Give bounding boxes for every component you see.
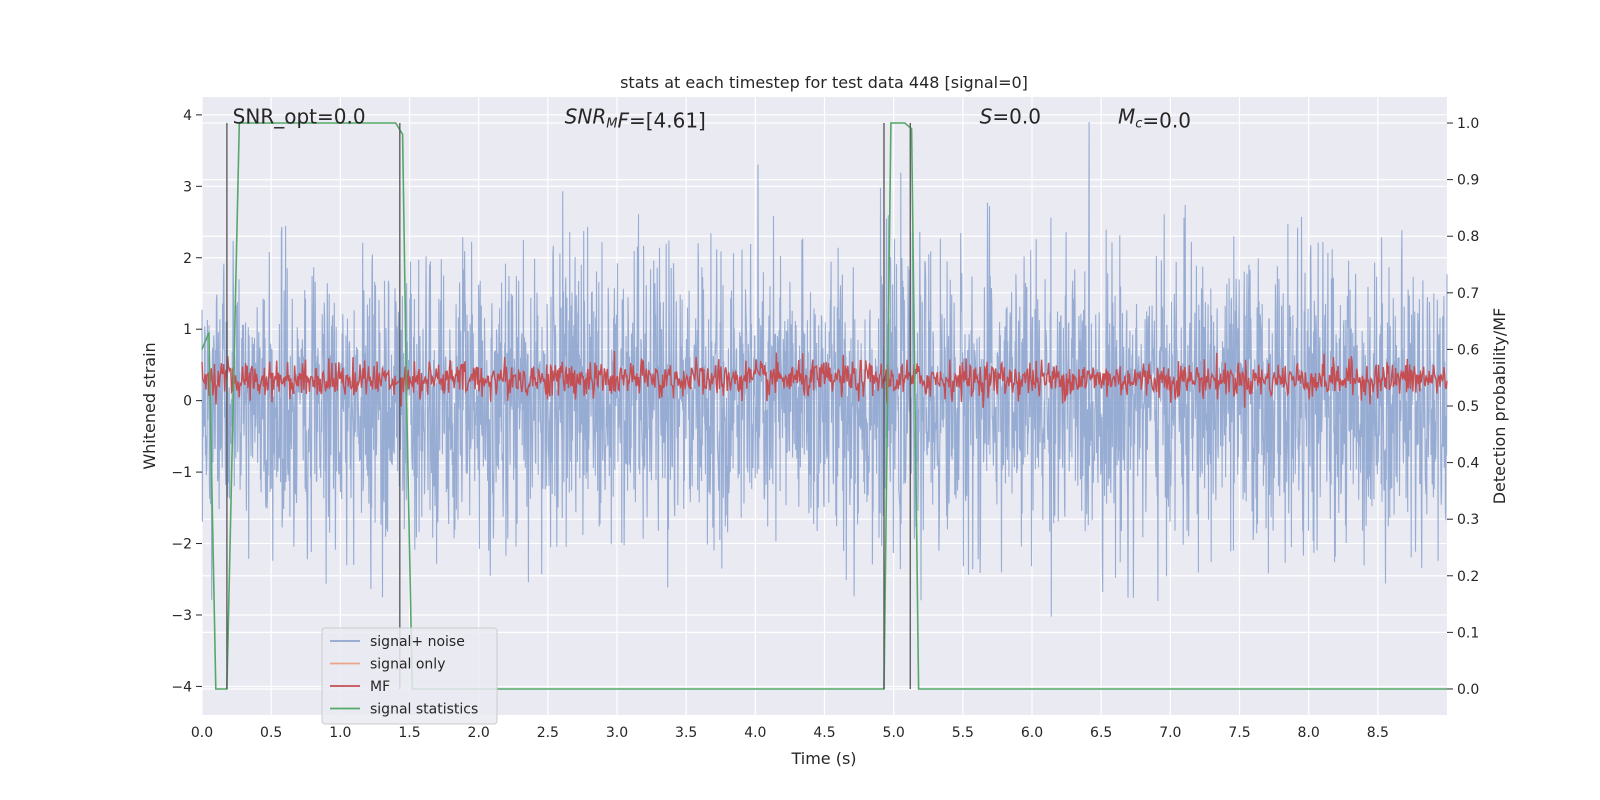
x-tick-label: 5.5 [952, 725, 974, 741]
y-tick-label: 0 [183, 394, 192, 410]
x-tick-label: 4.0 [744, 725, 766, 741]
x-tick-label: 5.0 [883, 725, 905, 741]
x-tick-label: 3.0 [606, 725, 628, 741]
y-axis-label: Whitened strain [140, 342, 159, 469]
x-tick-label: 8.5 [1367, 725, 1389, 741]
x-tick-label: 2.5 [537, 725, 559, 741]
x-axis-label: Time (s) [790, 749, 856, 768]
annotation-3: S=0.0 [980, 104, 1041, 128]
y-right-tick-label: 0.1 [1457, 625, 1479, 641]
legend-label: MF [370, 679, 390, 695]
annotation-segment: =[4.61] [629, 108, 706, 132]
series-mf [201, 350, 1448, 408]
y-right-tick-label: 0.7 [1457, 286, 1479, 302]
annotation-segment: c [1135, 116, 1142, 131]
data-layer [201, 121, 1448, 690]
x-tick-label: 0.5 [260, 725, 282, 741]
y-tick-label: −3 [171, 608, 192, 624]
x-tick-label: 4.5 [813, 725, 835, 741]
annotation-segment: =0.0 [992, 104, 1041, 128]
x-tick-label: 7.5 [1228, 725, 1250, 741]
y-right-tick-label: 0.5 [1457, 399, 1479, 415]
legend-label: signal statistics [370, 702, 478, 718]
annotation-segment: F [617, 108, 629, 132]
y-right-tick-label: 0.0 [1457, 682, 1479, 698]
ticks: 0.0 0.5 1.0 1.5 2.0 2.5 3.0 3.5 4.0 4.5 5.0 5.5 6.0 6… [171, 108, 1479, 741]
y-right-tick-label: 0.3 [1457, 512, 1479, 528]
y-right-tick-label: 1.0 [1457, 116, 1479, 132]
y-right-tick-label: 0.8 [1457, 229, 1479, 245]
legend-label: signal only [370, 657, 445, 673]
legend-box [321, 627, 498, 725]
x-tick-label: 0.0 [191, 725, 213, 741]
chart-title: stats at each timestep for test data 448… [620, 73, 1028, 92]
annotation-segment: S [980, 104, 993, 128]
x-tick-label: 2.0 [468, 725, 490, 741]
annotation-segment: M [1118, 104, 1135, 128]
series-signal-statistics [201, 122, 1447, 690]
annotation-1: SNR_opt=0.0 [233, 104, 366, 128]
x-tick-label: 6.0 [1021, 725, 1043, 741]
annotation-4: Mc=0.0 [1118, 104, 1191, 132]
annotation-segment: =0.0 [1142, 108, 1191, 132]
x-tick-label: 7.0 [1159, 725, 1181, 741]
y-tick-label: 4 [183, 108, 192, 124]
y-tick-label: 3 [183, 179, 192, 195]
y-tick-label: 2 [183, 251, 192, 267]
y-right-axis-label: Detection probability/MF [1490, 308, 1509, 505]
y-tick-label: −1 [171, 465, 192, 481]
x-tick-label: 1.0 [329, 725, 351, 741]
x-tick-label: 8.0 [1298, 725, 1320, 741]
y-tick-label: 1 [183, 322, 192, 338]
y-right-tick-label: 0.2 [1457, 569, 1479, 585]
annotation-2: SNRMF=[4.61] [565, 104, 706, 132]
x-tick-label: 6.5 [1090, 725, 1112, 741]
y-right-tick-label: 0.4 [1457, 456, 1479, 472]
annotation-segment: M [606, 116, 617, 131]
y-right-tick-label: 0.6 [1457, 342, 1479, 358]
annotation-segment: SNR [565, 104, 607, 128]
legend: signal+ noise signal only MF signal statist… [321, 627, 498, 725]
annotation-segment: SNR_opt=0.0 [233, 104, 366, 128]
y-right-tick-label: 0.9 [1457, 173, 1479, 189]
y-tick-label: −2 [171, 537, 192, 553]
annotations: SNR_opt=0.0 SNRMF=[4.61] S=0.0 Mc=0.0 [233, 104, 1191, 132]
vlines [226, 123, 911, 689]
legend-label: signal+ noise [370, 634, 465, 650]
x-tick-label: 3.5 [675, 725, 697, 741]
x-tick-label: 1.5 [398, 725, 420, 741]
y-tick-label: −4 [171, 679, 192, 695]
series-signal-noise [201, 121, 1448, 617]
